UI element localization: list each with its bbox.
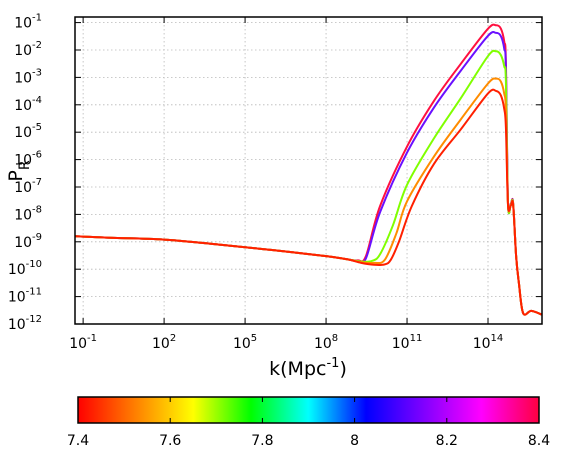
colorbar-tick-label: 8 — [350, 433, 359, 449]
colorbar-tick-label: 7.6 — [159, 433, 181, 449]
y-tick-label: 10-5 — [14, 122, 42, 141]
x-tick-label: 102 — [152, 333, 176, 352]
y-tick-label: 10-1 — [14, 13, 42, 32]
y-tick-label: 10-7 — [14, 177, 42, 196]
colorbar-tick-label: 8.4 — [528, 433, 550, 449]
colorbar-tick-label: 7.8 — [251, 433, 273, 449]
x-tick-label: 1011 — [392, 333, 423, 352]
y-axis-title: PR — [5, 160, 33, 181]
series-line-2 — [74, 49, 543, 316]
y-tick-label: 10-3 — [14, 67, 42, 86]
y-tick-group: 10-12 10-11 10-10 10-9 10-8 10-7 10-6 10-5 10-4 1… — [8, 13, 542, 333]
y-tick-label: 10-2 — [14, 40, 42, 59]
y-tick-label: 10-6 — [14, 150, 42, 169]
y-tick-label: 10-4 — [14, 95, 42, 114]
x-tick-label: 108 — [314, 333, 338, 352]
colorbar-tick-label: 7.4 — [67, 433, 89, 449]
y-tick-label: 10-12 — [8, 314, 42, 333]
y-tick-label: 10-11 — [8, 287, 42, 306]
y-tick-label: 10-8 — [14, 204, 42, 223]
colorbar-tick-group: 7.4 7.6 7.8 8 8.2 8.4 — [67, 397, 550, 449]
series-group — [74, 23, 543, 316]
x-tick-label: 10-1 — [69, 333, 97, 352]
colorbar — [77, 396, 540, 424]
y-tick-label: 10-9 — [14, 232, 42, 251]
y-tick-label: 10-10 — [8, 259, 42, 278]
x-axis-title: k(Mpc-1) — [269, 356, 347, 380]
x-tick-label: 105 — [233, 333, 257, 352]
series-line-0 — [74, 23, 543, 316]
colorbar-tick-label: 8.2 — [436, 433, 458, 449]
series-line-4 — [74, 88, 543, 316]
x-tick-label: 1014 — [473, 333, 504, 352]
grid — [75, 17, 542, 325]
x-tick-group: 10-1 102 105 108 1011 1014 — [69, 17, 503, 352]
plot-frame — [74, 16, 543, 325]
series-line-1 — [74, 30, 543, 316]
